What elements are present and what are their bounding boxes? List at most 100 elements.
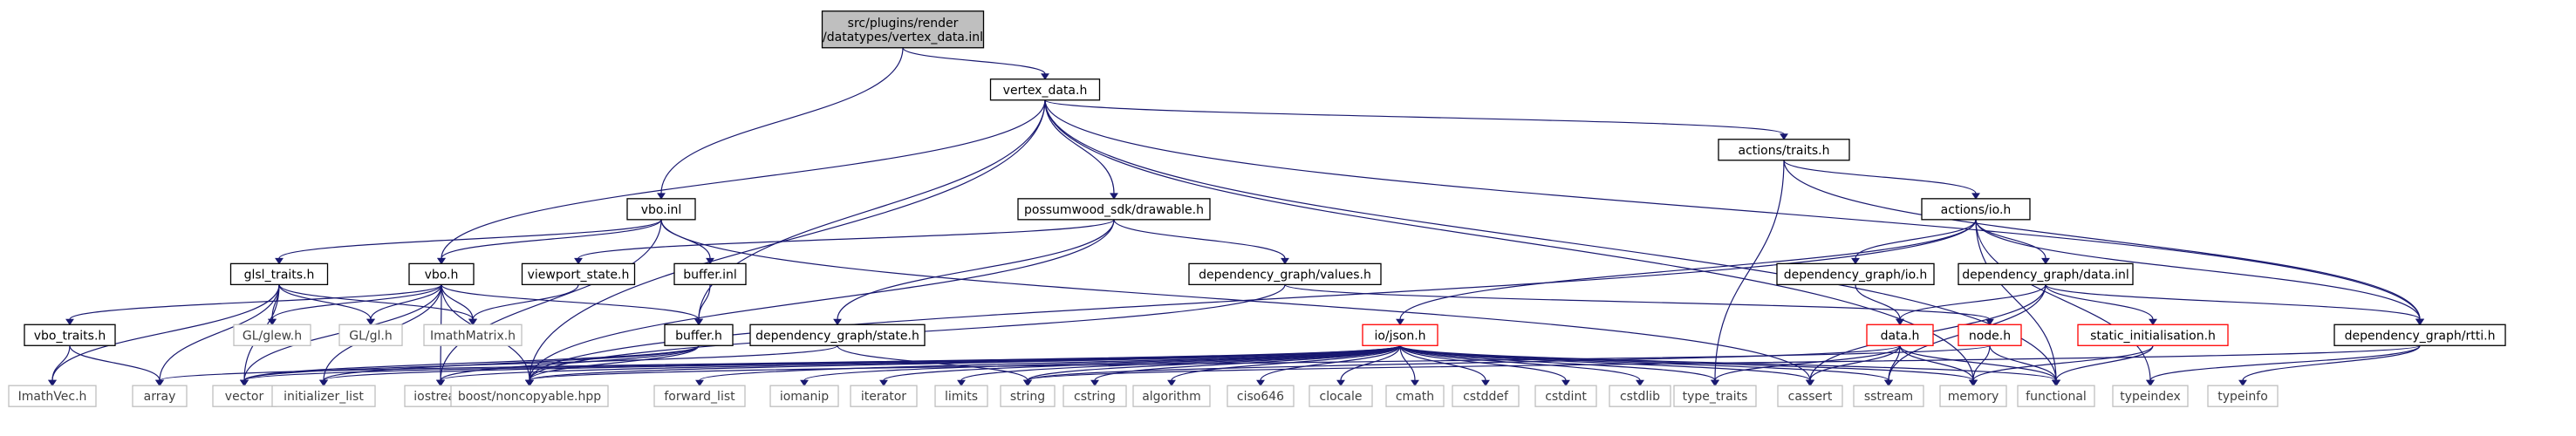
edge-data_h-to-cassert [1806, 345, 1901, 387]
node-box [2333, 324, 2506, 346]
node-data-h[interactable]: data.h [1866, 324, 1934, 346]
node-label: cassert [1788, 390, 1833, 404]
arrowhead [879, 379, 888, 387]
arrowhead [437, 257, 446, 265]
edge-io_json_h-to-ciso646 [1256, 345, 1401, 387]
arrowhead [800, 379, 809, 387]
node-vbo-h[interactable]: vbo.h [408, 262, 475, 286]
node-box [2112, 385, 2189, 407]
node-label: initializer_list [284, 390, 364, 404]
node-actions-io-h[interactable]: actions/io.h [1921, 198, 2031, 221]
node-box [1188, 262, 1382, 286]
node-box [1777, 385, 1843, 407]
edge-data_h-to-type_traits [1711, 344, 1901, 387]
node-limits: limits [934, 385, 988, 407]
node-cstdint: cstdint [1534, 385, 1597, 407]
edge-drawable_h-to-dg_values_h [1113, 219, 1289, 265]
node-label: typeinfo [2217, 390, 2268, 404]
node-dg-rtti-h[interactable]: dependency_graph/rtti.h [2333, 324, 2506, 346]
arrowhead [155, 379, 164, 387]
arrowhead [65, 318, 74, 326]
node-initializer-list: initializer_list [271, 385, 376, 407]
arrowhead [2238, 379, 2247, 387]
edge-io_json_h-to-cmath [1399, 345, 1419, 387]
node-vertex-data-h[interactable]: vertex_data.h [989, 78, 1101, 101]
arrowhead [319, 379, 328, 387]
node-label: node.h [1969, 329, 2011, 343]
node-label: vbo.inl [641, 203, 682, 217]
node-dg-io-h[interactable]: dependency_graph/io.h [1776, 262, 1935, 286]
node-cassert: cassert [1777, 385, 1843, 407]
edge-dg_data_inl-to-data_h [1896, 284, 2046, 326]
edge-static_init_h-to-memory [1969, 345, 2154, 387]
node-algorithm: algorithm [1132, 385, 1211, 407]
edge-drawable_h-to-dg_state_h [833, 219, 1115, 326]
node-static-init-h[interactable]: static_initialisation.h [2077, 324, 2229, 346]
node-vbo-traits-h[interactable]: vbo_traits.h [24, 324, 116, 346]
node-io-json-h[interactable]: io/json.h [1362, 324, 1438, 346]
edge-io_json_h-to-limits [957, 344, 1401, 387]
arrowhead [1561, 379, 1570, 387]
node-box [653, 385, 746, 407]
arrowhead [1971, 193, 1980, 200]
node-label: memory [1948, 390, 1999, 404]
node-label: glsl_traits.h [244, 268, 315, 282]
node-dg-state-h[interactable]: dependency_graph/state.h [749, 324, 926, 346]
arrowhead [1256, 379, 1265, 387]
edge-dg_rtti_h-to-typeindex [2146, 344, 2421, 387]
node-label: iomanip [780, 390, 829, 404]
node-label: ImathMatrix.h [430, 329, 516, 343]
node-drawable-h[interactable]: possumwood_sdk/drawable.h [1017, 198, 1211, 221]
arrowhead [1336, 379, 1345, 387]
node-actions-traits-h[interactable]: actions/traits.h [1718, 139, 1850, 161]
node-box [1718, 139, 1850, 161]
edge-actions_io_h-to-io_json_h [1396, 219, 1977, 326]
edge-io_json_h-to-cstdlib [1399, 344, 1644, 387]
node-box [24, 324, 116, 346]
edge-actions_traits_h-to-actions_io_h [1783, 160, 1980, 200]
node-label: string [1010, 390, 1045, 404]
node-box [1132, 385, 1211, 407]
edge-io_json_h-to-iterator [879, 344, 1401, 387]
node-dg-values-h[interactable]: dependency_graph/values.h [1188, 262, 1382, 286]
node-box [769, 385, 839, 407]
edge-node_h-to-noncopyable [525, 344, 1991, 387]
node-sstream: sstream [1853, 385, 1924, 407]
node-box [1362, 324, 1438, 346]
edges-layer [48, 47, 2424, 387]
node-label: ciso646 [1237, 390, 1284, 404]
node-label: vertex_data.h [1003, 84, 1088, 98]
node-box [1673, 385, 1757, 407]
node-label: cstddef [1463, 390, 1509, 404]
node-dg-data-inl[interactable]: dependency_graph/data.inl [1958, 262, 2134, 286]
node-viewport-state-h[interactable]: viewport_state.h [521, 262, 636, 286]
node-clocale: clocale [1308, 385, 1373, 407]
node-label: viewport_state.h [528, 268, 630, 282]
node-vbo-inl[interactable]: vbo.inl [626, 198, 696, 221]
node-box [664, 324, 734, 346]
node-buffer-h[interactable]: buffer.h [664, 324, 734, 346]
arrowhead [1851, 257, 1860, 265]
arrowhead [2149, 318, 2157, 326]
node-box [1227, 385, 1295, 407]
node-label: buffer.inl [683, 268, 737, 282]
node-label: sstream [1864, 390, 1913, 404]
edge-actions_io_h-to-dg_io_h [1851, 219, 1977, 265]
edge-vbo_inl-to-buffer_inl [660, 219, 714, 265]
node-glsl-traits-h[interactable]: glsl_traits.h [229, 262, 329, 286]
node-box [1866, 324, 1934, 346]
node-buffer-inl[interactable]: buffer.inl [673, 262, 747, 286]
node-cstddef: cstddef [1452, 385, 1520, 407]
node-box [423, 324, 523, 346]
node-label: buffer.h [675, 329, 722, 343]
node-box [408, 262, 475, 286]
node-root[interactable]: src/plugins/render/datatypes/vertex_data… [821, 10, 985, 49]
arrowhead [1041, 73, 1049, 80]
node-label: cstdlib [1620, 390, 1660, 404]
arrowhead [1090, 379, 1099, 387]
node-node-h[interactable]: node.h [1958, 324, 2022, 346]
arrowhead [1396, 318, 1404, 326]
node-vector: vector [212, 385, 277, 407]
node-box [521, 262, 636, 286]
arrowhead [1780, 133, 1788, 140]
